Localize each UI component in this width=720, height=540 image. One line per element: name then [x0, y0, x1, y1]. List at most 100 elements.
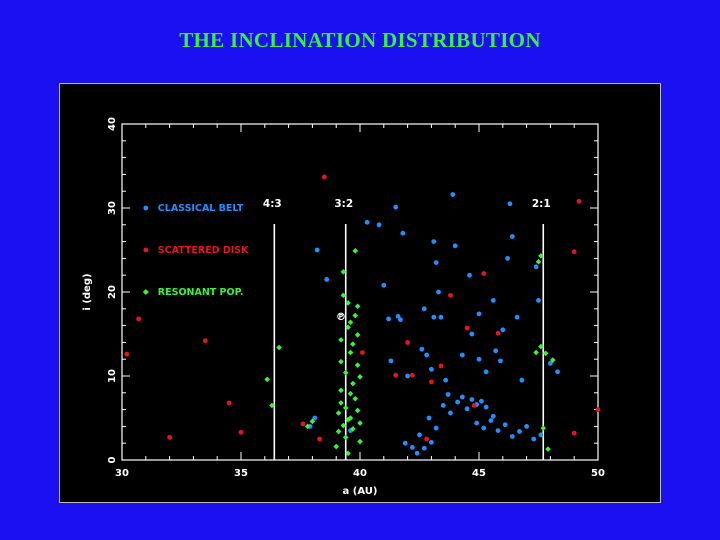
data-point	[595, 407, 601, 412]
data-point	[452, 243, 458, 249]
data-point	[395, 313, 401, 319]
data-point	[531, 436, 537, 442]
data-point	[540, 425, 547, 431]
data-point	[488, 418, 494, 423]
data-point	[450, 192, 456, 197]
data-point	[398, 317, 403, 323]
data-point	[424, 352, 430, 358]
data-point	[464, 325, 470, 331]
data-point	[124, 351, 130, 357]
data-point	[269, 402, 275, 409]
data-point	[426, 415, 432, 421]
data-point	[571, 430, 577, 436]
x-axis-label: a (AU)	[343, 486, 378, 497]
data-point	[481, 425, 487, 431]
data-point	[495, 330, 501, 336]
data-point	[347, 349, 354, 356]
data-point	[317, 436, 322, 442]
data-point	[350, 380, 356, 387]
data-point	[545, 446, 551, 452]
y-axis-label: i (deg)	[82, 273, 93, 310]
data-point	[352, 395, 359, 402]
data-point	[321, 174, 327, 180]
data-point	[345, 300, 351, 306]
y-tick-label: 30	[107, 201, 118, 215]
legend-label: RESONANT POP.	[158, 287, 244, 298]
data-point	[429, 439, 434, 445]
data-point	[342, 369, 349, 376]
data-point	[524, 424, 529, 429]
data-point	[136, 316, 142, 322]
slide-title: THE INCLINATION DISTRIBUTION	[179, 28, 541, 52]
data-point	[314, 247, 320, 253]
data-point	[357, 420, 363, 426]
data-point	[549, 357, 556, 363]
y-tick-label: 0	[107, 456, 118, 463]
resonance-label: 3:2	[334, 198, 353, 210]
x-tick-label: 35	[234, 468, 248, 479]
data-point	[338, 400, 344, 406]
data-point	[338, 387, 344, 394]
data-point	[429, 366, 434, 372]
x-tick-label: 45	[472, 468, 486, 479]
data-point	[419, 346, 425, 352]
data-point	[347, 390, 354, 397]
data-point	[386, 316, 391, 322]
data-point	[476, 311, 482, 317]
data-point	[505, 256, 510, 261]
data-point	[436, 289, 441, 295]
data-point	[474, 420, 480, 426]
data-point	[443, 377, 449, 383]
data-point	[359, 350, 365, 355]
data-point	[421, 445, 427, 451]
data-point	[202, 338, 208, 344]
data-point	[357, 438, 363, 445]
data-point	[238, 429, 244, 435]
data-point	[324, 277, 330, 282]
legend-marker	[142, 289, 149, 295]
data-point	[414, 450, 420, 456]
data-point	[438, 314, 444, 320]
data-point	[467, 272, 472, 278]
data-point	[431, 314, 437, 320]
y-tick-label: 10	[107, 369, 118, 383]
data-point	[483, 404, 489, 410]
data-point	[517, 429, 522, 434]
data-point	[555, 369, 560, 375]
data-point	[167, 434, 172, 440]
data-point	[381, 282, 387, 288]
data-point	[393, 204, 399, 210]
pluto-marker	[337, 312, 345, 321]
data-point	[304, 423, 311, 430]
data-point	[438, 363, 444, 369]
data-point	[347, 415, 354, 421]
data-point	[388, 358, 394, 364]
data-point	[409, 445, 415, 450]
data-point	[352, 312, 359, 319]
data-point	[459, 394, 465, 400]
data-point	[476, 356, 482, 362]
data-point	[433, 425, 439, 431]
data-point	[535, 258, 542, 265]
x-tick-label: 30	[115, 468, 129, 479]
data-point	[538, 253, 544, 259]
legend-label: CLASSICAL BELT	[158, 203, 244, 214]
data-point	[571, 249, 577, 255]
data-point	[400, 230, 406, 236]
data-point	[500, 327, 506, 333]
data-point	[417, 432, 422, 438]
data-point	[338, 337, 344, 343]
data-point	[483, 369, 489, 375]
data-point	[376, 222, 382, 228]
data-point	[507, 201, 513, 207]
data-point	[312, 415, 318, 421]
resonance-label: 2:1	[532, 198, 551, 210]
data-point	[542, 350, 549, 357]
data-point	[364, 219, 370, 225]
data-point	[493, 348, 499, 354]
data-point	[502, 422, 508, 428]
data-point	[455, 399, 460, 405]
data-point	[335, 410, 342, 416]
data-point	[538, 343, 544, 350]
data-point	[338, 358, 344, 365]
